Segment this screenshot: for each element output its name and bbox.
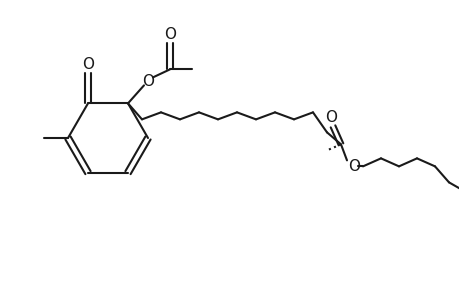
Text: O: O	[347, 159, 359, 174]
Text: O: O	[82, 57, 94, 72]
Text: O: O	[164, 27, 176, 42]
Text: O: O	[325, 110, 336, 125]
Text: O: O	[142, 74, 154, 89]
